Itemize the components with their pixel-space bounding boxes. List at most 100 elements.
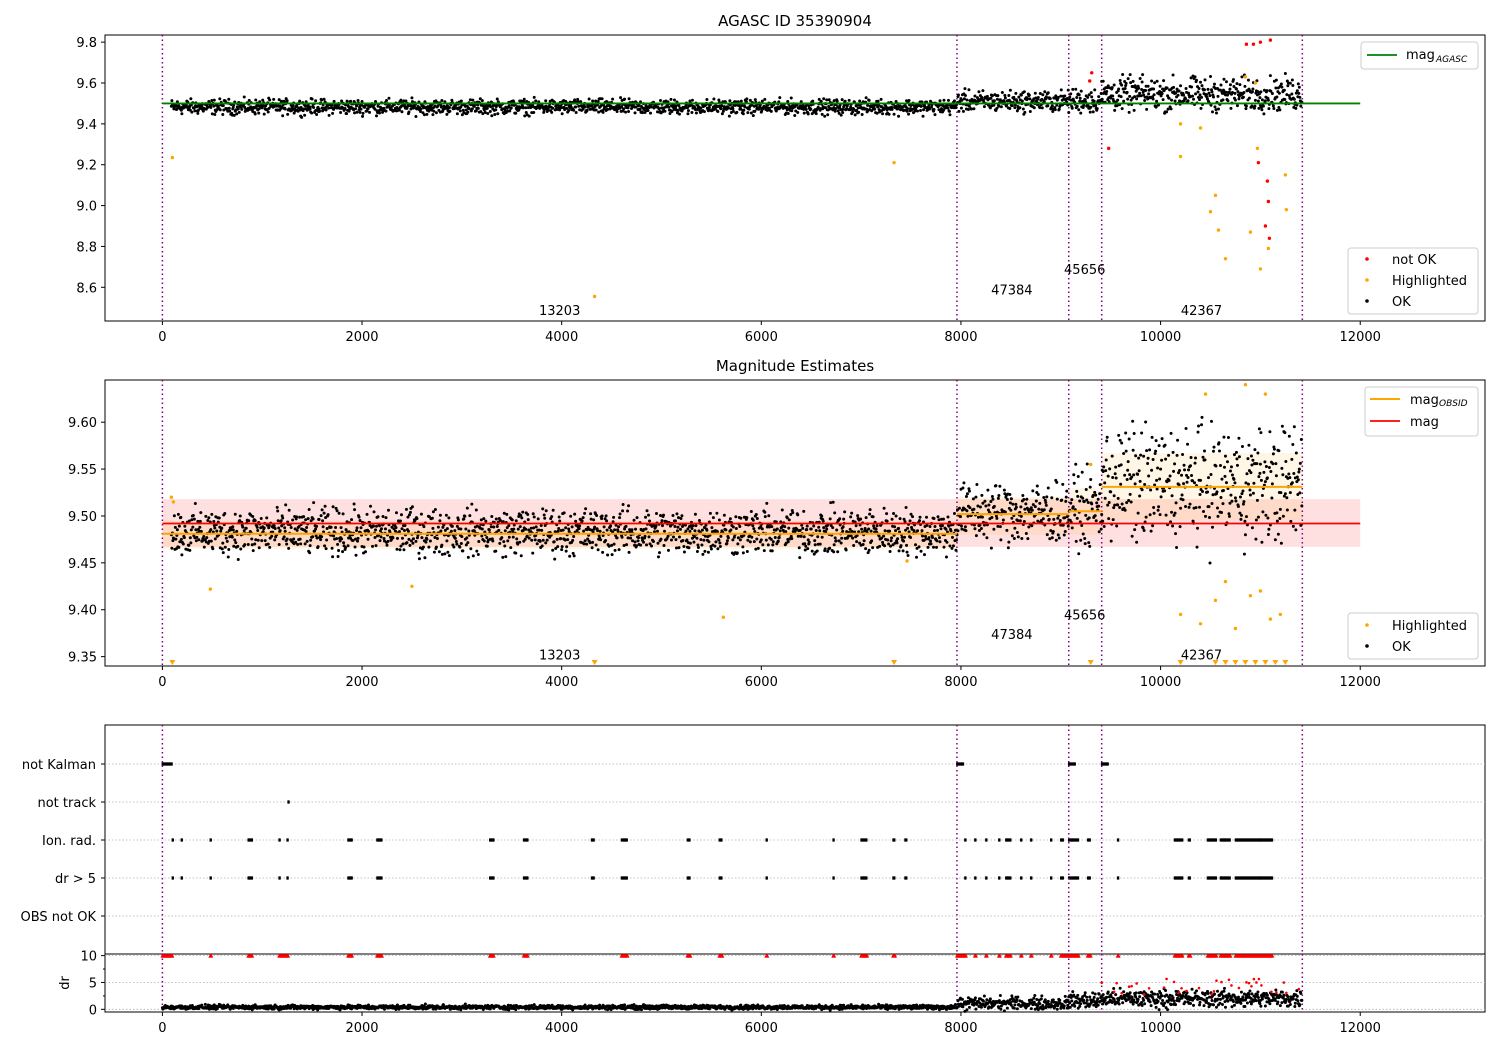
plot1-ok-points	[169, 71, 1304, 119]
plot2-ok-point	[1064, 499, 1068, 503]
plot2-ok-point	[585, 542, 589, 546]
plot1-ok-point	[303, 104, 307, 108]
plot1-title: AGASC ID 35390904	[718, 12, 872, 30]
plot2-ok-point	[1050, 496, 1054, 500]
plot2-ok-point	[1178, 469, 1182, 473]
plot2-ok-point	[1179, 506, 1183, 510]
plot2-ok-point	[532, 515, 536, 519]
plot2-ok-point	[287, 546, 291, 550]
plot1-ok-point	[1101, 79, 1105, 83]
plot2-ok-point	[1187, 505, 1191, 509]
plot2-ok-point	[978, 505, 982, 509]
plot1-ok-point	[1234, 87, 1238, 91]
plot2-ok-point	[235, 529, 239, 533]
plot2-ok-point	[1245, 472, 1249, 476]
plot1-ok-point	[587, 97, 591, 101]
plot1-legend-label: Highlighted	[1392, 274, 1467, 289]
plot1-ok-point	[404, 99, 408, 103]
plot2-ok-point	[544, 541, 548, 545]
plot1-ok-point	[897, 114, 901, 118]
plot2-ok-point	[1289, 519, 1293, 523]
plot2-ok-point	[745, 516, 749, 520]
plot2-ok-point	[964, 495, 968, 499]
plot1-ok-point	[493, 113, 497, 117]
plot2-ok-point	[1144, 515, 1148, 519]
plot2-ok-point	[1193, 481, 1197, 485]
plot1-ok-point	[1233, 98, 1237, 102]
plot2-ok-point	[527, 536, 531, 540]
plot2-ok-point	[714, 540, 718, 544]
plot1-ok-point	[841, 107, 845, 111]
plot1-xtick-label: 6000	[745, 330, 778, 345]
plot1-ok-point	[280, 99, 284, 103]
plot2-ok-point	[462, 517, 466, 521]
plot2-ok-point	[675, 529, 679, 533]
plot2-ok-point	[247, 519, 251, 523]
plot1-ok-point	[206, 105, 210, 109]
plot1-ytick-label: 9.0	[76, 200, 97, 215]
plot2-ok-point	[1145, 449, 1149, 453]
plot1-ok-point	[990, 94, 994, 98]
plot2-ok-point	[233, 512, 237, 516]
plot2-ok-point	[752, 540, 756, 544]
plot3-flag-point	[1089, 838, 1091, 842]
plot1-ok-point	[957, 109, 961, 113]
plot1-ok-point	[860, 113, 864, 117]
plot2-ok-point	[236, 544, 240, 548]
plot2-ok-point	[569, 514, 573, 518]
plot1-ok-point	[676, 108, 680, 112]
plot2-ok-point	[1266, 533, 1270, 537]
plot2-ok-point	[995, 516, 999, 520]
plot2-ok-point	[821, 519, 825, 523]
plot3-flag-point	[351, 838, 353, 842]
plot1-ok-point	[855, 109, 859, 113]
plot1-ok-point	[965, 98, 969, 102]
plot2-xtick-label: 4000	[545, 675, 578, 690]
plot1-ok-point	[657, 107, 661, 111]
plot2-ok-point	[223, 512, 227, 516]
plot2-ok-point	[731, 538, 735, 542]
plot2-ok-point	[1060, 498, 1064, 502]
plot2-ok-point	[1105, 435, 1109, 439]
plot2-ok-point	[1241, 489, 1245, 493]
plot2-ok-point	[987, 503, 991, 507]
plot2-ok-point	[494, 549, 498, 553]
plot2-ok-point	[454, 540, 458, 544]
plot1-ok-point	[358, 110, 362, 114]
plot1-ok-point	[820, 112, 824, 116]
plot2-ok-point	[325, 538, 329, 542]
plot2-ok-point	[1097, 530, 1101, 534]
plot1-ok-point	[602, 103, 606, 107]
plot2-ok-point	[1182, 482, 1186, 486]
plot2-ok-point	[187, 543, 191, 547]
plot2-ok-point	[1290, 457, 1294, 461]
plot2-ok-point	[410, 505, 414, 509]
plot2-ok-point	[421, 545, 425, 549]
plot2-ok-point	[832, 543, 836, 547]
plot2-ytick-label: 9.40	[68, 604, 97, 619]
plot2-ok-point	[728, 517, 732, 521]
plot1-ok-point	[1297, 91, 1301, 95]
plot1-ok-point	[461, 108, 465, 112]
plot2-ok-point	[917, 545, 921, 549]
plot1-ok-point	[216, 104, 220, 108]
plot1-ok-point	[634, 105, 638, 109]
plot1-ok-point	[1123, 87, 1127, 91]
plot1-ok-point	[1260, 108, 1264, 112]
plot1-ok-point	[1124, 81, 1128, 85]
plot2-ok-point	[1292, 472, 1296, 476]
plot1-ok-point	[1169, 107, 1173, 111]
plot1-ok-point	[999, 105, 1003, 109]
plot1-not-ok-point	[1268, 38, 1273, 42]
plot1-highlighted-point	[1248, 230, 1253, 234]
plot2-ok-point	[530, 538, 534, 542]
plot2-ok-point	[634, 527, 638, 531]
plot1-ok-point	[807, 104, 811, 108]
plot1-ytick-label: 9.8	[76, 36, 97, 51]
plot2-ok-point	[763, 510, 767, 514]
plot2-ok-point	[1090, 507, 1094, 511]
plot2-ok-point	[932, 516, 936, 520]
plot1-ok-point	[743, 105, 747, 109]
plot2-ok-point	[447, 516, 451, 520]
plot1-ok-point	[1117, 87, 1121, 91]
